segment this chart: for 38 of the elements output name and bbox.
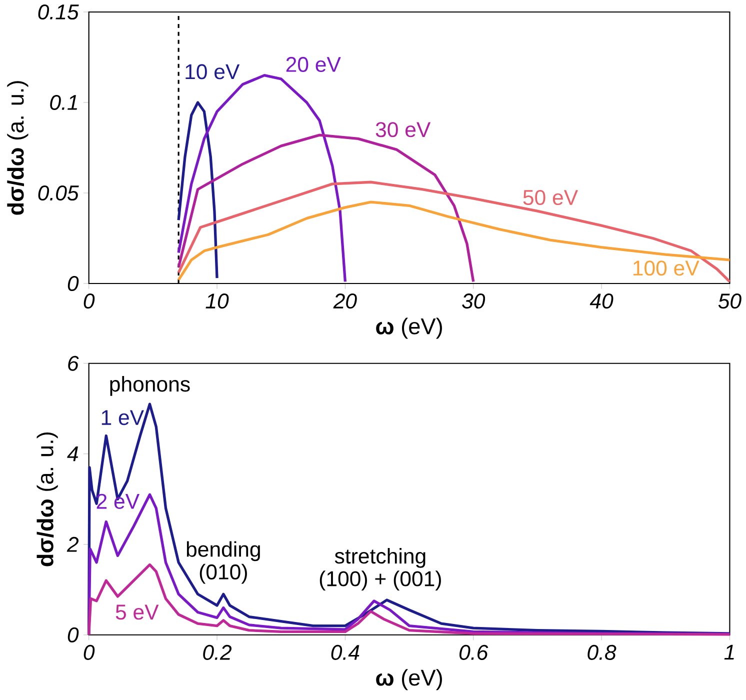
series-label: 5 eV xyxy=(116,604,159,620)
x-axis-title: ω (eV) xyxy=(376,318,442,339)
series-label: 20 eV xyxy=(286,57,341,72)
line-series xyxy=(177,180,732,284)
series-label: 50 eV xyxy=(523,190,578,206)
x-tick-label: 40 xyxy=(590,294,614,309)
series-label: 1 eV xyxy=(102,410,144,426)
x-tick-label: 0.8 xyxy=(588,645,616,660)
x-tick-label: 30 xyxy=(462,294,486,309)
series-label: 100 eV xyxy=(634,260,700,276)
x-tick-label: 10 xyxy=(206,294,229,309)
x-tick-label: 0 xyxy=(84,294,95,309)
y-axis-title: dσ/dω (a. u.) xyxy=(36,432,58,566)
x-tick-label: 0.2 xyxy=(203,645,232,660)
annotation: stretching xyxy=(334,548,426,568)
x-tick-label: 0 xyxy=(84,645,95,660)
y-tick-label: 4 xyxy=(67,446,78,462)
series-label: 10 eV xyxy=(186,64,240,80)
y-tick-label: 0.15 xyxy=(38,4,79,20)
x-tick-label: 0.4 xyxy=(331,645,360,660)
annotation: (100) + (001) xyxy=(320,570,441,591)
annotation: (010) xyxy=(200,564,247,584)
y-tick-label: 0.05 xyxy=(38,186,79,201)
x-tick-label: 0.6 xyxy=(459,645,488,660)
y-tick-label: 2 xyxy=(66,537,79,552)
annotation: bending xyxy=(186,541,260,562)
y-tick-label: 0 xyxy=(68,276,79,292)
series-label: 30 eV xyxy=(376,122,431,138)
annotation: phonons xyxy=(110,376,190,396)
y-tick-label: 0 xyxy=(68,627,79,643)
y-tick-label: 0.1 xyxy=(50,95,78,110)
x-axis-title: ω (eV) xyxy=(376,669,442,690)
x-tick-label: 20 xyxy=(333,294,357,309)
y-axis-title: dσ/dω (a. u.) xyxy=(7,81,28,215)
y-tick-label: 6 xyxy=(68,356,79,372)
line-series xyxy=(177,101,218,280)
x-tick-label: 1 xyxy=(724,645,734,660)
x-tick-label: 50 xyxy=(718,294,742,309)
